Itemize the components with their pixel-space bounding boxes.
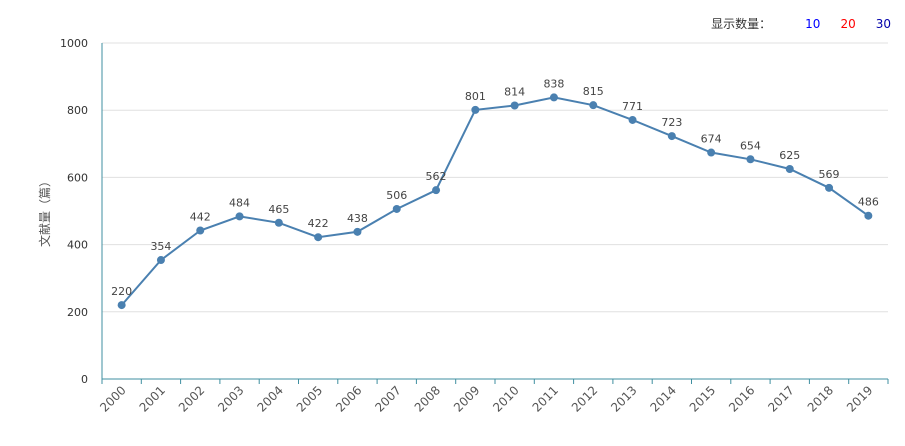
x-tick-label: 2016	[726, 383, 757, 414]
data-point	[746, 155, 755, 164]
axes	[101, 43, 888, 380]
data-point	[156, 256, 165, 265]
x-tick-label: 2012	[569, 383, 600, 414]
x-tick-label: 2019	[844, 383, 875, 414]
x-tick-label: 2000	[97, 383, 128, 414]
data-point	[235, 212, 244, 221]
data-label: 354	[150, 240, 171, 253]
data-labels: 220 354 442 484 465 422 438 506 562 801 814 838 815 7…	[111, 77, 879, 298]
data-label: 723	[661, 116, 682, 129]
y-tick-label: 400	[67, 239, 88, 252]
x-tick-label: 2011	[530, 383, 561, 414]
data-label: 569	[819, 168, 840, 181]
data-label: 442	[190, 210, 211, 223]
data-label: 654	[740, 139, 761, 152]
x-tick-label: 2013	[608, 383, 639, 414]
x-tick-label: 2014	[647, 383, 678, 414]
data-point	[471, 105, 480, 114]
data-point	[864, 211, 873, 220]
data-point	[707, 148, 716, 157]
data-points	[117, 93, 873, 310]
y-tick-label: 1000	[60, 37, 88, 50]
data-label: 465	[268, 203, 289, 216]
x-tick-label: 2015	[687, 383, 718, 414]
data-label: 438	[347, 212, 368, 225]
data-point	[589, 101, 598, 110]
data-label: 838	[543, 77, 564, 90]
x-tick-label: 2017	[765, 383, 796, 414]
y-tick-label: 600	[67, 171, 88, 184]
data-point	[510, 101, 519, 110]
display-count-selector: 显示数量： 10 20 30	[711, 15, 891, 32]
count-option-30[interactable]: 30	[875, 16, 891, 31]
count-option-20[interactable]: 20	[840, 16, 856, 31]
data-point	[825, 183, 834, 192]
data-point	[667, 132, 676, 141]
data-point	[117, 301, 126, 310]
data-label: 771	[622, 100, 643, 113]
data-point	[353, 227, 362, 236]
y-axis-ticks: 0 200 400 600 800 1000	[60, 37, 88, 386]
x-tick-label: 2007	[372, 383, 403, 414]
data-point	[196, 226, 205, 235]
grid-lines	[102, 42, 888, 313]
x-tick-label: 2009	[451, 383, 482, 414]
data-label: 801	[465, 90, 486, 103]
y-tick-label: 0	[81, 373, 88, 386]
x-tick-label: 2002	[176, 383, 207, 414]
x-tick-label: 2006	[333, 383, 364, 414]
data-label: 220	[111, 285, 132, 298]
series-line	[120, 96, 869, 306]
x-tick-label: 2018	[805, 383, 836, 414]
y-axis-label: 文献量（篇）	[37, 175, 52, 247]
x-tick-label: 2005	[294, 383, 325, 414]
count-option-10[interactable]: 10	[805, 16, 821, 31]
data-point	[314, 233, 323, 242]
x-axis-ticks: 2000 2001 2002 2003 2004 2005 2006 2007 2008 2009…	[97, 379, 889, 415]
x-tick-label: 2001	[137, 383, 168, 414]
data-point	[549, 93, 558, 102]
x-tick-label: 2004	[254, 383, 285, 414]
y-tick-label: 200	[67, 306, 88, 319]
y-tick-label: 800	[67, 104, 88, 117]
data-label: 506	[386, 189, 407, 202]
data-label: 815	[583, 85, 604, 98]
data-point	[392, 204, 401, 213]
data-label: 674	[701, 133, 722, 146]
x-tick-label: 2003	[215, 383, 246, 414]
data-label: 625	[779, 149, 800, 162]
data-point	[274, 218, 283, 227]
data-label: 422	[308, 217, 329, 230]
data-point	[628, 115, 637, 124]
display-count-label: 显示数量：	[711, 17, 772, 31]
data-label: 486	[858, 196, 879, 209]
data-label: 562	[426, 170, 447, 183]
x-tick-label: 2008	[412, 383, 443, 414]
data-point	[432, 186, 441, 195]
data-point	[785, 165, 794, 173]
data-label: 484	[229, 196, 250, 209]
x-tick-label: 2010	[490, 383, 521, 414]
data-label: 814	[504, 85, 525, 98]
